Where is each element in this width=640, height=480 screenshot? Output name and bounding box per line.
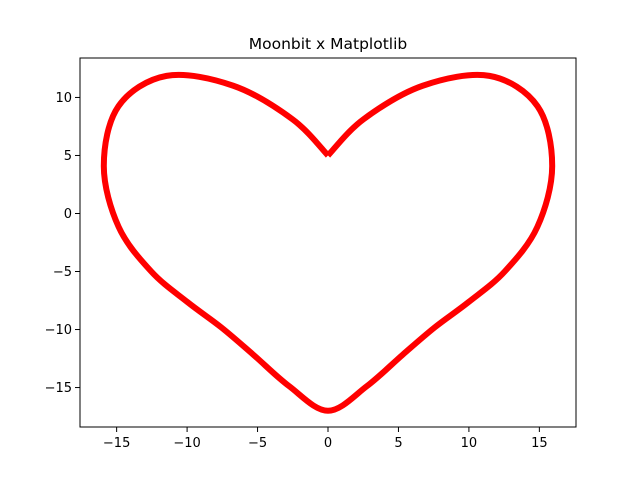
chart-title: Moonbit x Matplotlib (249, 35, 408, 53)
y-tick-label: −10 (45, 323, 72, 338)
y-tick-label: 5 (64, 149, 72, 164)
x-tick-label: 10 (461, 436, 478, 451)
x-tick-label: −10 (173, 436, 200, 451)
y-tick-label: 10 (55, 91, 72, 106)
x-tick-label: 5 (394, 436, 402, 451)
plot-area (100, 71, 556, 414)
axes: −15 −10 −5 0 5 10 15 −15 −10 −5 0 5 10 (45, 57, 577, 451)
x-tick-label: −5 (248, 436, 267, 451)
x-tick-label: −15 (103, 436, 130, 451)
x-tick-label: 15 (531, 436, 548, 451)
x-tick-label: 0 (324, 436, 332, 451)
y-tick-label: −5 (53, 265, 72, 280)
y-tick-label: −15 (45, 381, 72, 396)
series-line-0 (100, 71, 556, 414)
y-tick-label: 0 (64, 207, 72, 222)
